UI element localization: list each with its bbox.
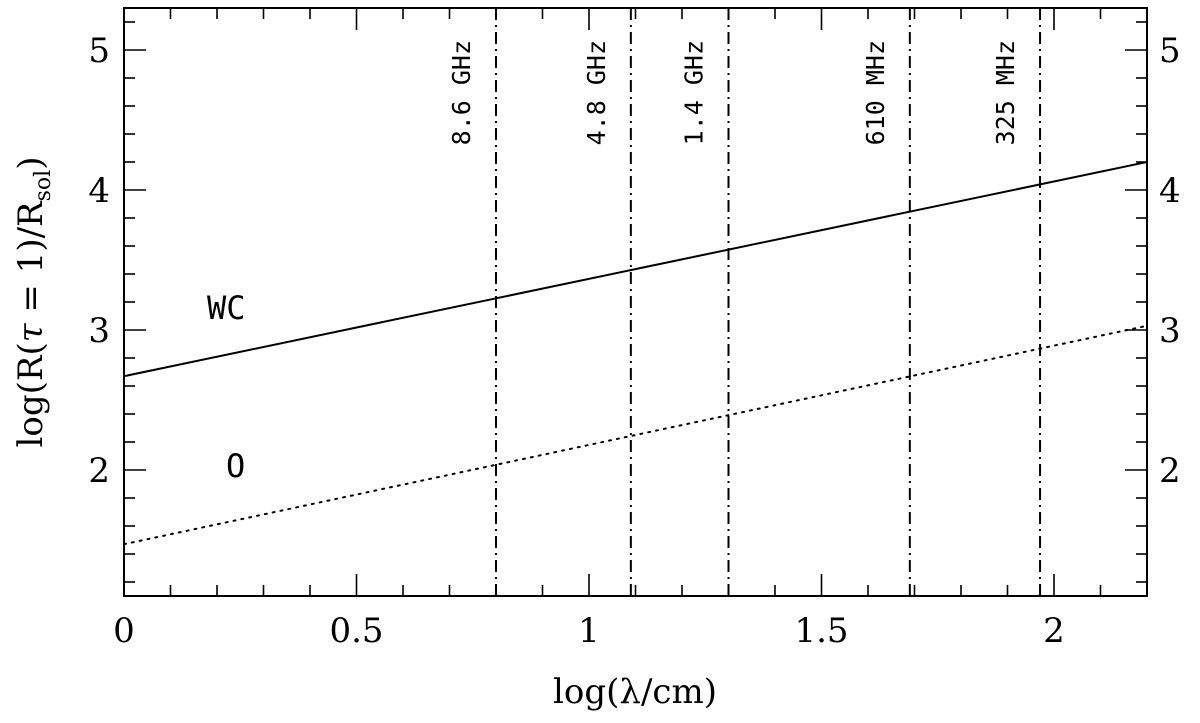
series-label-wc: WC xyxy=(207,289,246,327)
x-tick-label: 1 xyxy=(578,611,600,651)
x-tick-label: 2 xyxy=(1043,611,1065,651)
frequency-marker-label: 610 MHz xyxy=(861,40,890,145)
x-tick-label: 0 xyxy=(113,611,135,651)
y-tick-label-left: 4 xyxy=(88,171,110,211)
y-tick-label-right: 5 xyxy=(1159,31,1181,71)
y-tick-label-left: 5 xyxy=(88,31,110,71)
y-tick-label-right: 3 xyxy=(1159,311,1181,351)
frequency-marker-label: 8.6 GHz xyxy=(447,40,476,145)
y-axis-title-subscript: sol xyxy=(31,170,56,202)
frequency-markers: 8.6 GHz 4.8 GHz 1.4 GHz 610 MHz 325 MHz xyxy=(447,8,1042,596)
tick-labels: 0 0.5 1 1.5 2 2 2 3 3 4 4 5 5 xyxy=(88,31,1180,651)
y-axis-title-mid: = 1)/R xyxy=(11,200,51,323)
frequency-marker-label: 1.4 GHz xyxy=(680,40,709,145)
y-tick-label-right: 4 xyxy=(1159,171,1181,211)
y-axis-title-tau: τ xyxy=(11,322,51,342)
frequency-marker-label: 325 MHz xyxy=(991,40,1020,145)
y-axis-title: log(R(τ = 1)/Rsol) xyxy=(11,157,56,448)
x-tick-label: 0.5 xyxy=(329,611,383,651)
y-tick-label-left: 3 xyxy=(88,311,110,351)
y-axis-title-prefix: log(R( xyxy=(11,342,51,447)
series-lines: WC O xyxy=(123,161,1148,546)
frequency-marker-label: 4.8 GHz xyxy=(582,40,611,145)
y-tick-label-left: 2 xyxy=(88,451,110,491)
x-tick-label: 1.5 xyxy=(794,611,848,651)
axis-ticks xyxy=(123,8,1148,596)
y-axis-title-suffix: ) xyxy=(11,157,51,170)
series-label-o: O xyxy=(226,447,245,485)
y-tick-label-right: 2 xyxy=(1159,451,1181,491)
series-line-wc xyxy=(123,161,1148,378)
series-line-o xyxy=(123,324,1148,546)
x-axis-title: log(λ/cm) xyxy=(553,672,717,712)
